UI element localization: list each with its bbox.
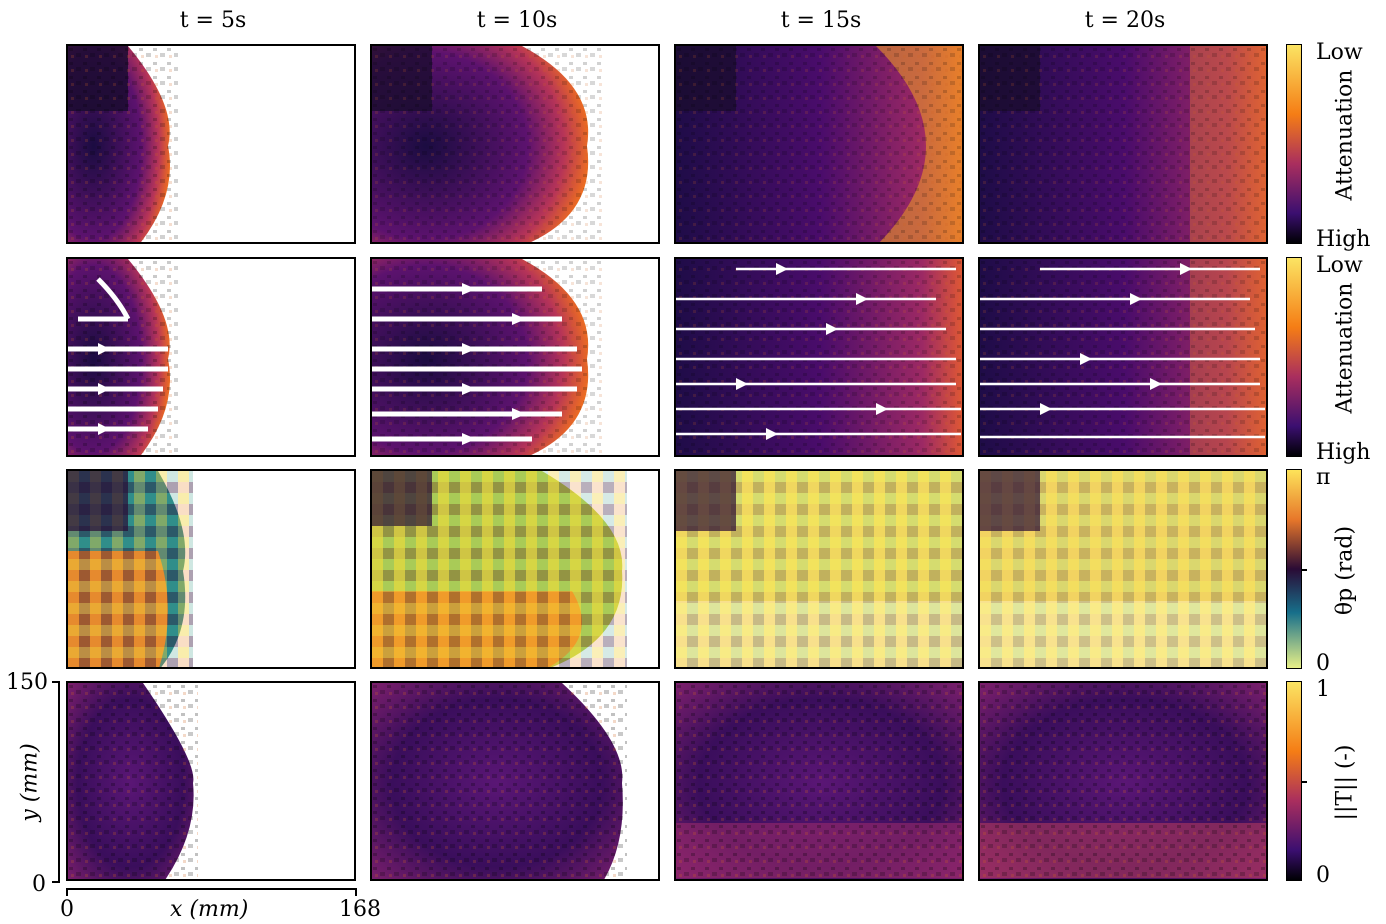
x-tick-right [355, 888, 357, 896]
colorbar3-title: θp (rad) [1332, 525, 1358, 616]
column-title-t10: t = 10s [476, 8, 558, 33]
panel-tensor-t10 [370, 681, 660, 881]
x-tick-left [66, 888, 68, 896]
panel-tensor-t5 [66, 681, 356, 881]
panel-attenuation-t10 [370, 44, 660, 244]
panel-streamlines-t15 [674, 257, 964, 457]
column-title-t15: t = 15s [780, 8, 862, 33]
panel-tensor-t15 [674, 681, 964, 881]
colorbar-attenuation-row1 [1286, 44, 1302, 244]
y-tick-top [52, 681, 60, 683]
colorbar1-top-label: Low [1316, 40, 1363, 65]
colorbar1-title: Attenuation [1332, 69, 1358, 201]
colorbar4-top-label: 1 [1316, 677, 1330, 702]
panel-attenuation-t20 [978, 44, 1268, 244]
column-title-t5: t = 5s [179, 8, 247, 33]
y-axis-label: y (mm) [17, 743, 43, 822]
column-title-t20: t = 20s [1084, 8, 1166, 33]
colorbar3-bottom-label: 0 [1316, 651, 1330, 676]
panel-attenuation-t5 [66, 44, 356, 244]
colorbar4-bottom-label: 0 [1316, 863, 1330, 888]
x-axis-label: x (mm) [170, 897, 249, 922]
colorbar4-mid-tick [1301, 781, 1307, 783]
colorbar2-bottom-label: High [1316, 440, 1371, 465]
y-min-label: 0 [32, 872, 46, 897]
panel-attenuation-t15 [674, 44, 964, 244]
panel-theta-t10 [370, 469, 660, 669]
y-max-label: 150 [6, 670, 48, 695]
x-axis-spine [66, 888, 356, 890]
panel-theta-t5 [66, 469, 356, 669]
colorbar-tensor [1286, 681, 1302, 881]
panel-streamlines-t10 [370, 257, 660, 457]
panel-streamlines-t20 [978, 257, 1268, 457]
colorbar-theta [1286, 469, 1302, 669]
colorbar4-title: ||T|| (-) [1332, 744, 1358, 821]
y-axis-spine [58, 681, 60, 883]
x-min-label: 0 [60, 897, 74, 922]
x-max-label: 168 [339, 897, 381, 922]
colorbar2-top-label: Low [1316, 253, 1363, 278]
colorbar3-mid-tick [1301, 569, 1307, 571]
colorbar-attenuation-row2 [1286, 257, 1302, 457]
y-tick-bottom [52, 881, 60, 883]
colorbar3-top-label: π [1316, 465, 1331, 490]
colorbar2-title: Attenuation [1332, 282, 1358, 414]
panel-tensor-t20 [978, 681, 1268, 881]
panel-streamlines-t5 [66, 257, 356, 457]
panel-theta-t20 [978, 469, 1268, 669]
panel-theta-t15 [674, 469, 964, 669]
colorbar1-bottom-label: High [1316, 227, 1371, 252]
